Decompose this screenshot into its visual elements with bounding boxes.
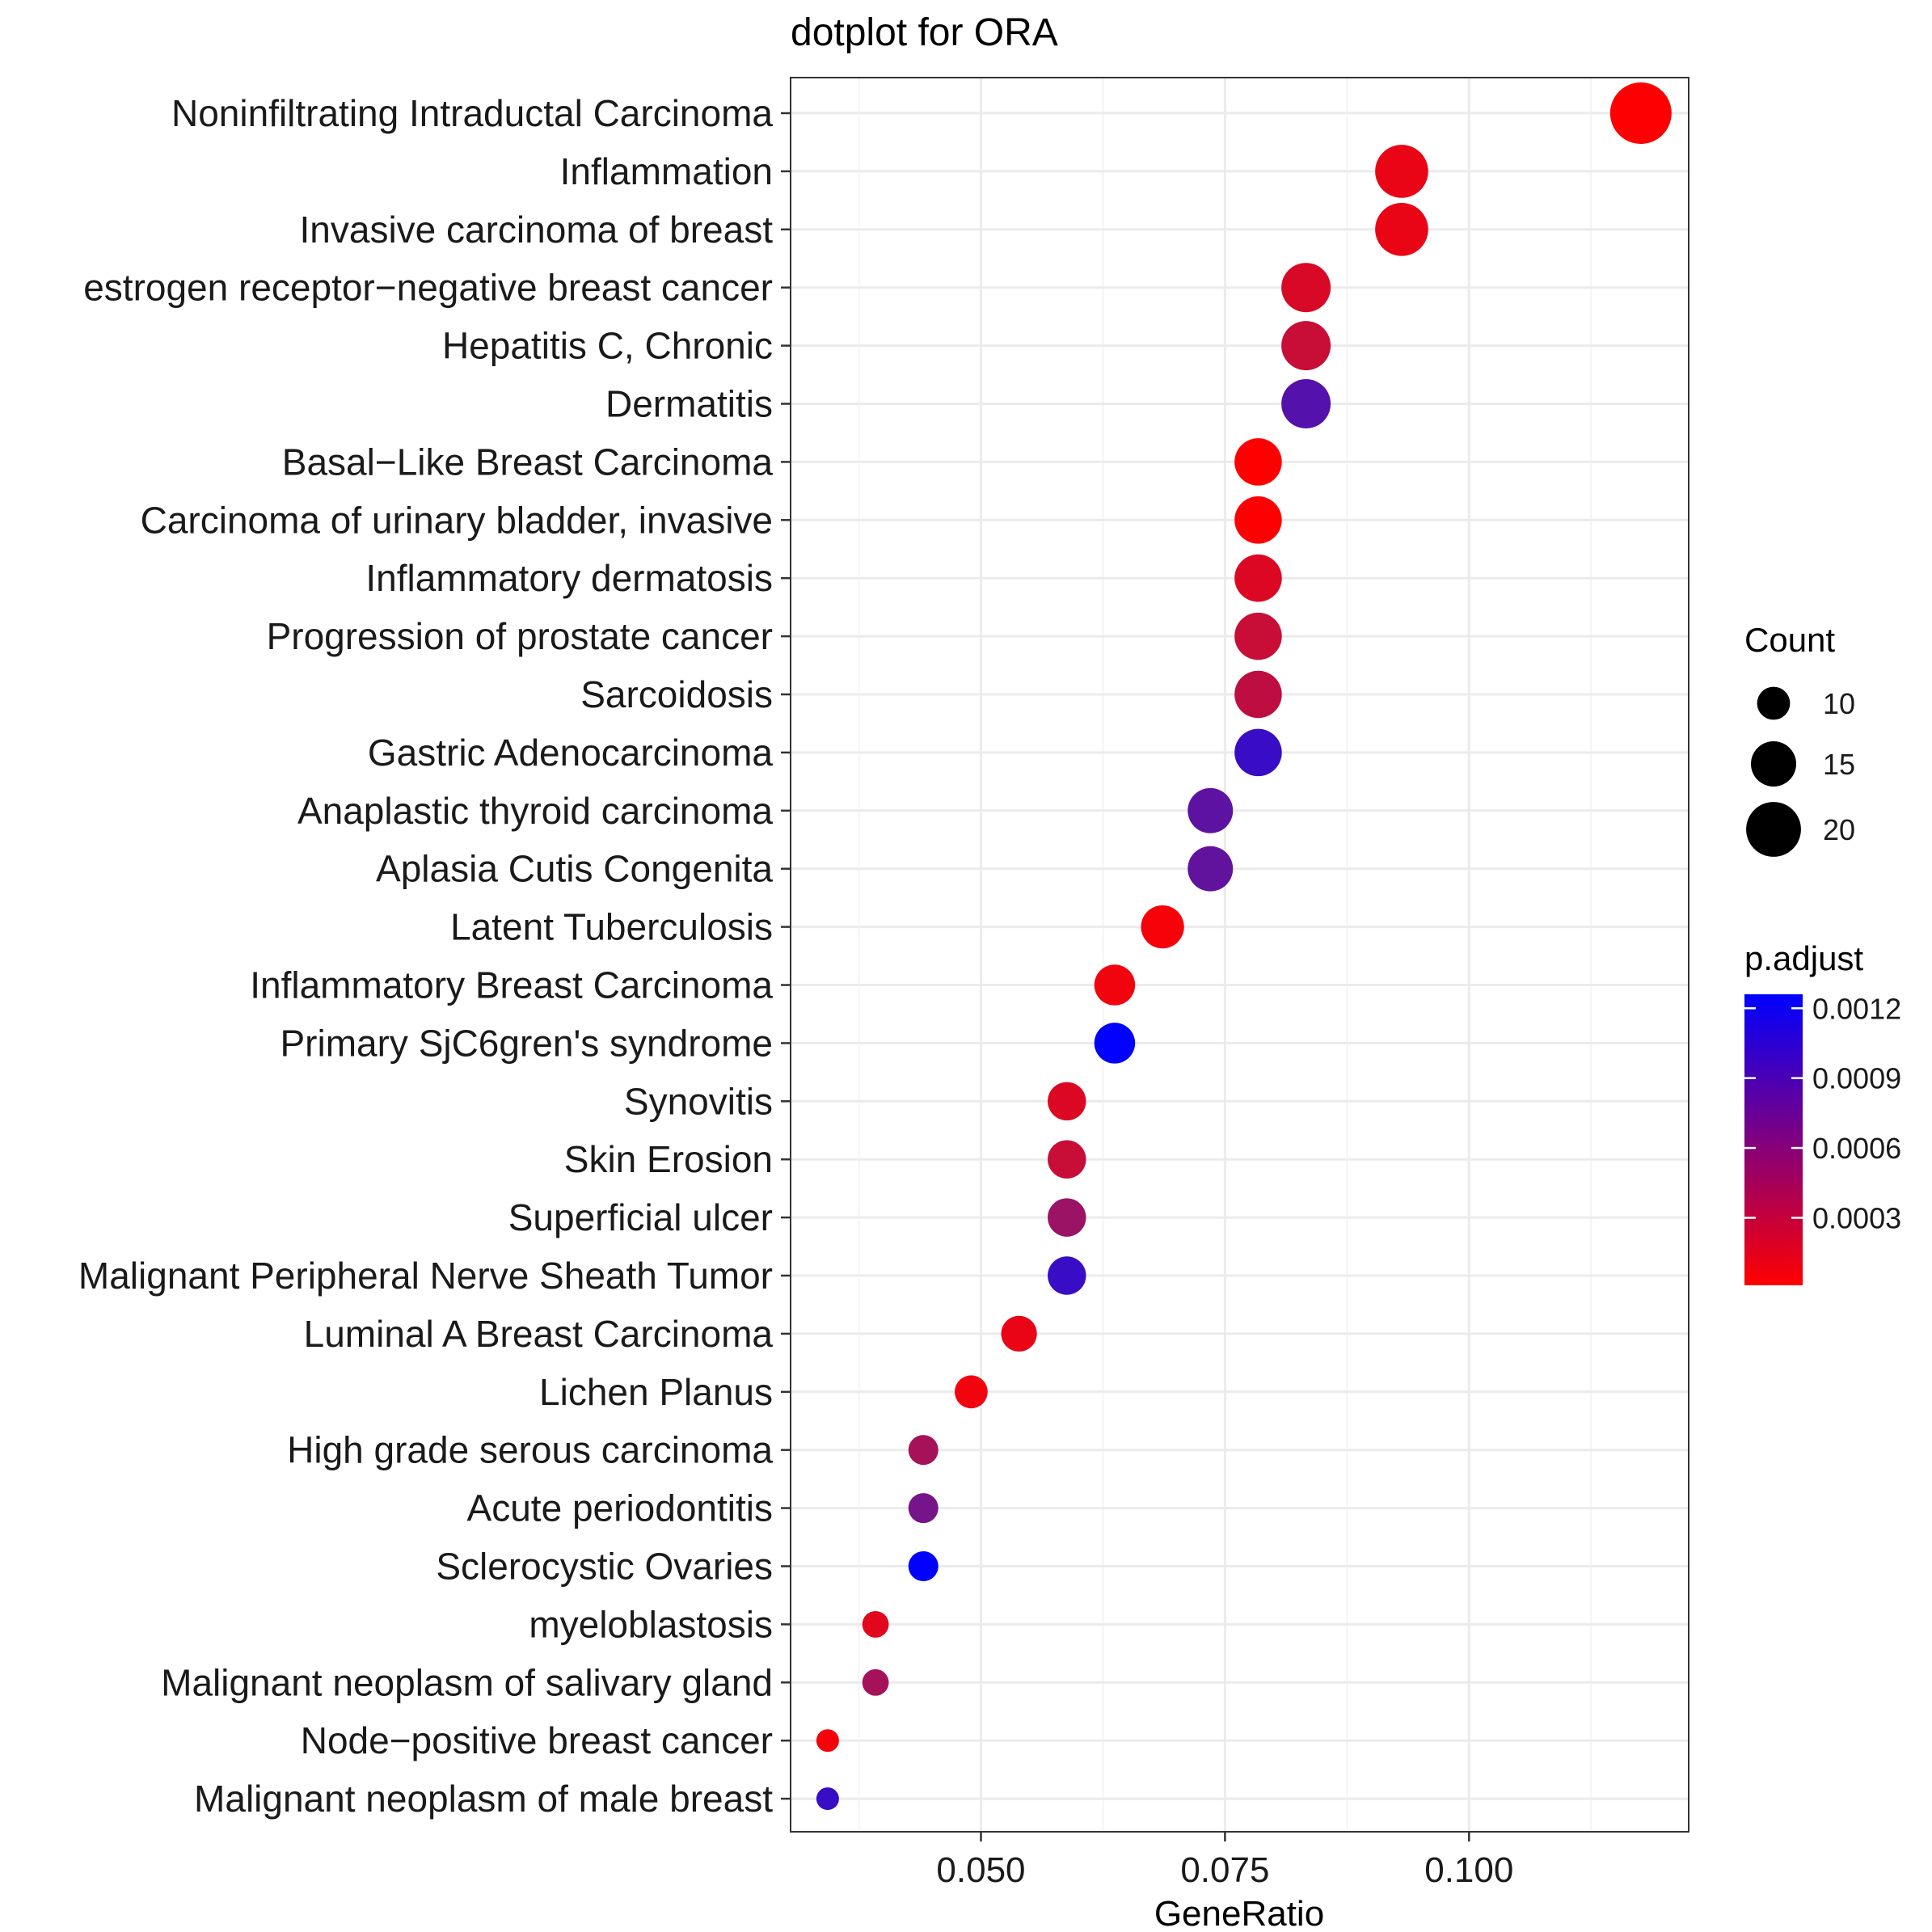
y-tick-label: Inflammatory dermatosis bbox=[365, 557, 773, 599]
p-adjust-legend: p.adjust 0.0012 0.0009 0.0006 0.0003 bbox=[1744, 939, 1901, 1285]
y-tick-label: Latent Tuberculosis bbox=[450, 906, 773, 948]
data-point: Dermatitis bbox=[1281, 379, 1331, 428]
data-point: Malignant Peripheral Nerve Sheath Tumor bbox=[1048, 1256, 1086, 1295]
x-tick-label: 0.100 bbox=[1424, 1850, 1513, 1890]
chart-title: dotplot for ORA bbox=[791, 11, 1058, 54]
data-point: Invasive carcinoma of breast bbox=[1375, 202, 1428, 256]
data-point: Sarcoidosis bbox=[1234, 670, 1282, 719]
y-tick-label: Anaplastic thyroid carcinoma bbox=[297, 790, 773, 832]
count-legend-label: 20 bbox=[1823, 813, 1855, 846]
data-point: Gastric Adenocarcinoma bbox=[1234, 728, 1282, 777]
y-tick-label: Acute periodontitis bbox=[467, 1487, 773, 1529]
data-point: Primary SjC6gren's syndrome bbox=[1094, 1023, 1136, 1064]
y-tick-label: Noninfiltrating Intraductal Carcinoma bbox=[171, 92, 773, 134]
count-legend-key bbox=[1751, 741, 1796, 787]
y-tick-label: Lichen Planus bbox=[539, 1371, 773, 1413]
data-point: Inflammatory dermatosis bbox=[1234, 554, 1282, 602]
data-point: Hepatitis C, Chronic bbox=[1281, 321, 1331, 371]
data-point: Lichen Planus bbox=[955, 1375, 988, 1409]
colorbar-label: 0.0006 bbox=[1812, 1132, 1901, 1165]
y-tick-label: Malignant neoplasm of male breast bbox=[194, 1778, 773, 1820]
y-tick-label: Malignant neoplasm of salivary gland bbox=[161, 1661, 773, 1703]
y-tick-label: Inflammation bbox=[560, 150, 773, 192]
data-point: Inflammatory Breast Carcinoma bbox=[1094, 964, 1136, 1006]
data-point: Acute periodontitis bbox=[908, 1493, 939, 1524]
data-point: Skin Erosion bbox=[1048, 1140, 1086, 1179]
y-axis: Noninfiltrating Intraductal Carcinoma Inf… bbox=[78, 92, 791, 1820]
data-point: Basal−Like Breast Carcinoma bbox=[1234, 438, 1282, 486]
data-point: Luminal A Breast Carcinoma bbox=[1001, 1315, 1037, 1352]
y-tick-label: Sclerocystic Ovaries bbox=[436, 1546, 773, 1588]
count-legend-label: 10 bbox=[1823, 687, 1855, 720]
panel-background bbox=[791, 78, 1689, 1832]
colorbar-label: 0.0009 bbox=[1812, 1062, 1901, 1095]
data-point: myeloblastosis bbox=[862, 1610, 889, 1638]
data-point: Malignant neoplasm of salivary gland bbox=[862, 1668, 889, 1696]
count-legend-title: Count bbox=[1744, 621, 1835, 659]
p-adjust-legend-title: p.adjust bbox=[1744, 939, 1863, 977]
panel-border bbox=[790, 77, 1689, 1833]
count-legend: Count 10 15 20 bbox=[1744, 621, 1855, 857]
y-tick-label: estrogen receptor−negative breast cancer bbox=[83, 267, 773, 309]
count-legend-key bbox=[1757, 686, 1791, 720]
y-tick-label: High grade serous carcinoma bbox=[287, 1429, 773, 1471]
y-tick-label: myeloblastosis bbox=[529, 1603, 773, 1645]
y-tick-label: Sarcoidosis bbox=[580, 673, 773, 715]
data-point: Synovitis bbox=[1048, 1082, 1086, 1121]
y-tick-label: Node−positive breast cancer bbox=[301, 1719, 773, 1761]
x-tick-label: 0.050 bbox=[936, 1850, 1025, 1890]
y-tick-label: Invasive carcinoma of breast bbox=[300, 209, 774, 251]
y-tick-label: Malignant Peripheral Nerve Sheath Tumor bbox=[78, 1255, 773, 1297]
data-point: Sclerocystic Ovaries bbox=[908, 1550, 939, 1582]
data-point: Node−positive breast cancer bbox=[816, 1729, 839, 1753]
plot-panel: Noninfiltrating Intraductal Carcinoma Inf… bbox=[790, 77, 1689, 1833]
data-point: estrogen receptor−negative breast cancer bbox=[1281, 263, 1331, 313]
y-tick-label: Progression of prostate cancer bbox=[267, 615, 773, 657]
data-point: Superficial ulcer bbox=[1048, 1198, 1086, 1237]
y-tick-label: Basal−Like Breast Carcinoma bbox=[282, 441, 774, 483]
data-point: Malignant neoplasm of male breast bbox=[816, 1787, 839, 1811]
data-point: Inflammation bbox=[1375, 145, 1428, 198]
data-point: Progression of prostate cancer bbox=[1234, 612, 1282, 660]
x-axis-label: GeneRatio bbox=[1154, 1894, 1324, 1932]
count-legend-label: 15 bbox=[1823, 748, 1855, 781]
y-tick-label: Primary SjC6gren's syndrome bbox=[280, 1022, 773, 1064]
y-tick-label: Hepatitis C, Chronic bbox=[442, 325, 773, 367]
data-point: Latent Tuberculosis bbox=[1141, 905, 1184, 949]
y-tick-label: Synovitis bbox=[624, 1080, 773, 1122]
y-tick-label: Carcinoma of urinary bladder, invasive bbox=[141, 499, 773, 541]
grid-lines bbox=[791, 78, 1689, 1832]
y-tick-label: Inflammatory Breast Carcinoma bbox=[250, 964, 773, 1006]
data-point: Aplasia Cutis Congenita bbox=[1187, 846, 1234, 892]
y-tick-label: Luminal A Breast Carcinoma bbox=[304, 1313, 774, 1355]
y-tick-label: Dermatitis bbox=[605, 383, 773, 425]
colorbar-label: 0.0012 bbox=[1812, 992, 1901, 1025]
y-tick-label: Superficial ulcer bbox=[508, 1196, 773, 1238]
colorbar-label: 0.0003 bbox=[1812, 1201, 1901, 1234]
x-tick-label: 0.075 bbox=[1180, 1850, 1269, 1890]
x-axis: 0.050 0.075 0.100 bbox=[936, 1832, 1513, 1890]
data-point: High grade serous carcinoma bbox=[908, 1435, 939, 1466]
p-adjust-colorbar bbox=[1744, 994, 1803, 1285]
data-point: Noninfiltrating Intraductal Carcinoma bbox=[1609, 82, 1672, 144]
data-points: Noninfiltrating Intraductal Carcinoma Inf… bbox=[816, 82, 1672, 1811]
y-tick-label: Gastric Adenocarcinoma bbox=[368, 732, 774, 774]
y-tick-label: Skin Erosion bbox=[564, 1138, 773, 1180]
data-point: Anaplastic thyroid carcinoma bbox=[1187, 787, 1234, 833]
data-point: Carcinoma of urinary bladder, invasive bbox=[1234, 496, 1282, 544]
y-tick-label: Aplasia Cutis Congenita bbox=[376, 848, 773, 890]
count-legend-key bbox=[1746, 802, 1801, 857]
